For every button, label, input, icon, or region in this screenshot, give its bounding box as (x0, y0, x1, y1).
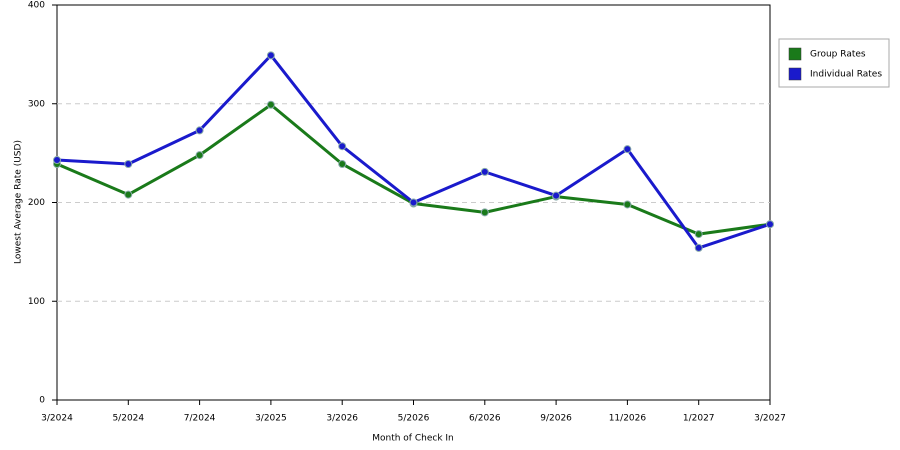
x-tick-label: 7/2024 (184, 414, 216, 424)
data-point (480, 208, 489, 217)
data-point (338, 142, 347, 151)
x-tick-label: 5/2024 (112, 414, 144, 424)
data-point (623, 145, 632, 154)
data-point (623, 200, 632, 209)
legend-label: Individual Rates (810, 70, 882, 80)
x-axis-title: Month of Check In (372, 434, 454, 444)
y-tick-label: 300 (28, 99, 45, 109)
y-tick-label: 200 (28, 198, 45, 208)
x-tick-label: 3/2026 (326, 414, 358, 424)
data-point (694, 243, 703, 252)
x-tick-label: 3/2027 (754, 414, 786, 424)
data-point (124, 190, 133, 199)
data-point (552, 191, 561, 200)
data-point (338, 159, 347, 168)
x-tick-label: 11/2026 (609, 414, 647, 424)
legend-swatch (788, 47, 802, 61)
data-point (266, 100, 275, 109)
legend-swatch (788, 67, 802, 81)
y-tick-label: 400 (28, 1, 45, 11)
x-tick-label: 6/2026 (469, 414, 501, 424)
data-point (480, 167, 489, 176)
data-point (53, 156, 61, 165)
data-point (266, 51, 275, 60)
y-axis-title: Lowest Average Rate (USD) (14, 140, 24, 264)
legend-label: Group Rates (810, 50, 866, 60)
x-tick-label: 9/2026 (540, 414, 572, 424)
x-tick-label: 3/2024 (41, 414, 73, 424)
x-tick-label: 3/2025 (255, 414, 287, 424)
data-point (409, 198, 418, 207)
data-point (694, 230, 703, 239)
x-tick-label: 1/2027 (683, 414, 715, 424)
data-point (124, 159, 133, 168)
data-point (766, 220, 774, 229)
y-tick-label: 100 (28, 297, 45, 307)
x-tick-label: 5/2026 (398, 414, 430, 424)
data-point (195, 151, 204, 160)
y-tick-label: 0 (39, 396, 45, 406)
data-point (195, 126, 204, 135)
